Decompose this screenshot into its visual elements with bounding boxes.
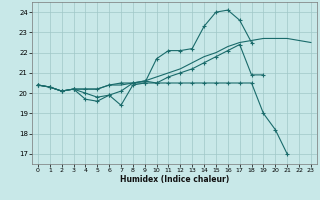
X-axis label: Humidex (Indice chaleur): Humidex (Indice chaleur) [120, 175, 229, 184]
